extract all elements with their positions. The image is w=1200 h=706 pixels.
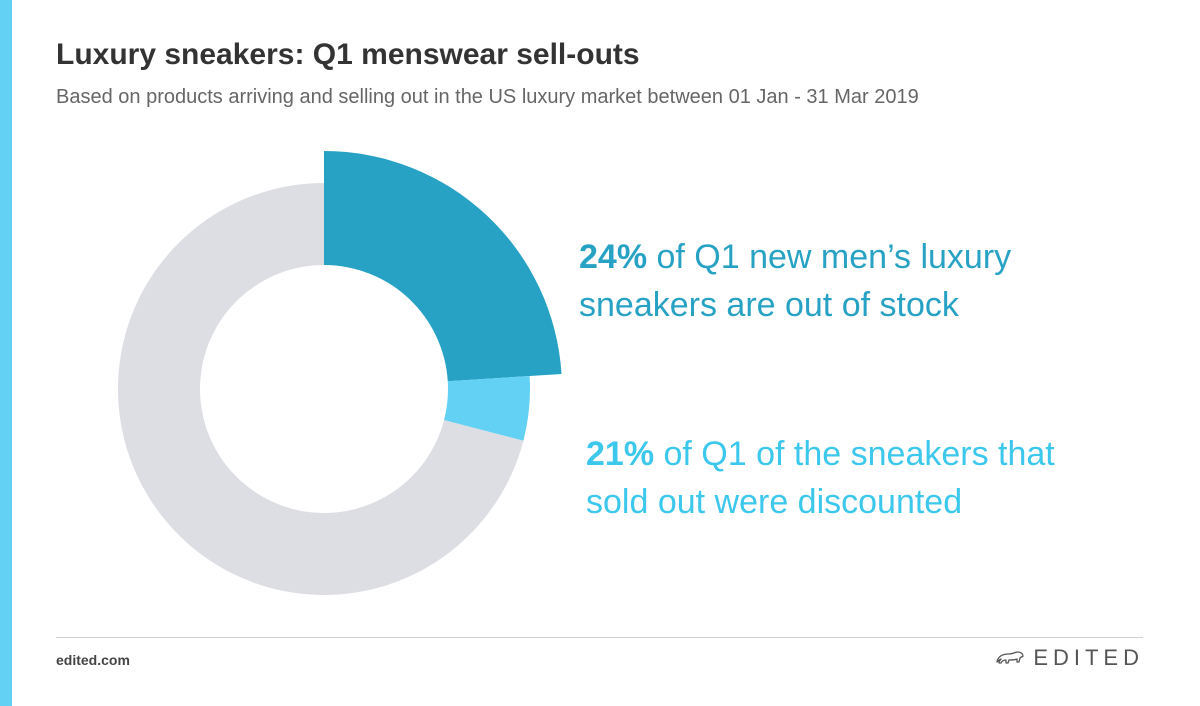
- chart-subtitle: Based on products arriving and selling o…: [56, 86, 919, 108]
- donut-slice-1: [324, 151, 562, 382]
- annotation-2-line1: of Q1 of the sneakers that: [654, 435, 1055, 473]
- footer-url[interactable]: edited.com: [56, 652, 130, 668]
- annotation-1-lead: 24%: [579, 238, 648, 276]
- accent-sidebar: [0, 0, 12, 706]
- donut-slice-3: [117, 183, 524, 595]
- footer-divider: [56, 637, 1143, 638]
- annotation-1-line2: sneakers are out of stock: [579, 286, 959, 324]
- donut-slice-2: [444, 376, 530, 441]
- brand-name: EDITED: [1033, 645, 1144, 670]
- annotation-2-lead: 21%: [586, 435, 655, 473]
- annotation-1-line1: of Q1 new men’s luxury: [647, 238, 1012, 276]
- chart-title: Luxury sneakers: Q1 menswear sell-outs: [56, 38, 640, 71]
- annotation-discounted: 21% of Q1 of the sneakers that sold out …: [586, 430, 1055, 526]
- annotation-2-line2: sold out were discounted: [586, 483, 963, 521]
- brand-logo: EDITED: [995, 645, 1144, 671]
- polar-bear-icon: [996, 651, 1024, 664]
- annotation-out-of-stock: 24% of Q1 new men’s luxury sneakers are …: [579, 233, 1011, 329]
- donut-chart: [117, 151, 562, 595]
